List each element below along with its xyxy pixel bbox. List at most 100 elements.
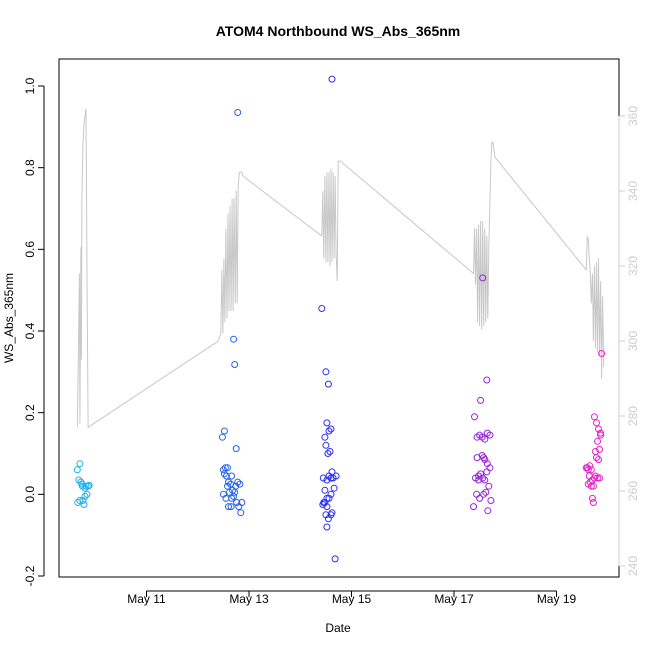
- data-point: [325, 494, 333, 502]
- secondary-y-tick-label: 340: [626, 181, 640, 201]
- y-tick-label: 0.2: [23, 404, 37, 421]
- data-point: [220, 470, 228, 478]
- data-point: [321, 433, 329, 441]
- x-tick-label: May 13: [229, 592, 269, 606]
- data-point: [323, 523, 331, 531]
- data-point: [588, 494, 596, 502]
- data-point: [323, 419, 331, 427]
- y-tick-label: 0.4: [23, 322, 37, 339]
- data-point: [73, 466, 81, 474]
- data-point: [224, 464, 231, 472]
- data-point: [483, 468, 491, 476]
- secondary-line-layer: [76, 108, 605, 429]
- secondary-y-tick-label: 320: [626, 256, 640, 276]
- data-point: [322, 368, 330, 376]
- data-point: [326, 448, 334, 455]
- data-point: [228, 472, 236, 480]
- secondary-series-line: [76, 108, 605, 429]
- data-point: [597, 431, 605, 439]
- data-point: [475, 476, 483, 484]
- data-point: [470, 503, 477, 511]
- data-point: [81, 492, 89, 500]
- data-point: [76, 497, 84, 504]
- data-point: [486, 431, 494, 439]
- data-point: [321, 486, 329, 494]
- secondary-y-tick-label: 300: [626, 331, 640, 351]
- data-point: [318, 305, 326, 312]
- data-point: [238, 499, 246, 506]
- data-point: [479, 474, 487, 482]
- data-point: [477, 396, 485, 404]
- data-point: [598, 350, 606, 357]
- x-axis: May 11 May 13 May 15 May 17 May 19: [127, 590, 577, 606]
- data-point: [80, 501, 88, 508]
- data-point: [227, 503, 235, 511]
- secondary-y-tick-label: 240: [626, 556, 640, 576]
- y-axis-label: WS_Abs_365nm: [2, 273, 16, 363]
- data-point: [325, 427, 333, 435]
- data-point: [481, 435, 489, 443]
- y-tick-label: 1.0: [23, 77, 37, 94]
- data-point: [324, 380, 332, 388]
- x-tick-label: May 19: [537, 592, 577, 606]
- y-axis: -0.2 0.0 0.2 0.4 0.6 0.8 1.0: [23, 77, 45, 586]
- data-point: [587, 482, 595, 490]
- data-point: [594, 474, 601, 482]
- data-point: [237, 509, 245, 517]
- x-tick-label: May 17: [434, 592, 474, 606]
- data-point: [331, 555, 339, 563]
- x-tick-label: May 11: [127, 592, 166, 606]
- data-point: [223, 472, 230, 480]
- data-point: [231, 361, 239, 368]
- points-layer: [73, 75, 606, 563]
- data-point: [218, 433, 226, 441]
- data-point: [222, 494, 230, 502]
- data-point: [480, 490, 488, 498]
- data-point: [236, 480, 244, 488]
- data-point: [589, 482, 597, 490]
- y-tick-label: -0.2: [23, 565, 37, 586]
- data-point: [225, 478, 232, 486]
- data-point: [327, 490, 335, 498]
- data-point: [330, 484, 338, 492]
- data-point: [597, 429, 605, 437]
- data-point: [484, 507, 492, 515]
- data-point: [83, 490, 91, 498]
- data-point: [76, 460, 84, 468]
- secondary-y-axis: 240 260 280 300 320 340 360: [618, 106, 640, 576]
- data-point: [483, 376, 491, 384]
- data-point: [594, 437, 601, 445]
- data-point: [589, 499, 597, 506]
- data-point: [234, 109, 242, 116]
- data-point: [323, 476, 331, 484]
- x-axis-label: Date: [325, 621, 351, 635]
- data-point: [595, 456, 602, 464]
- data-point: [327, 425, 335, 433]
- data-point: [479, 274, 487, 282]
- data-point: [475, 472, 483, 480]
- data-point: [234, 478, 242, 486]
- data-point: [322, 441, 330, 449]
- data-point: [590, 413, 598, 421]
- data-point: [230, 492, 238, 500]
- data-point: [480, 454, 488, 462]
- secondary-y-tick-label: 260: [626, 481, 640, 501]
- data-point: [85, 481, 93, 489]
- data-point: [324, 450, 332, 457]
- data-point: [328, 509, 336, 517]
- data-point: [79, 497, 87, 504]
- data-point: [220, 427, 228, 435]
- data-point: [233, 499, 241, 506]
- data-point: [596, 445, 603, 453]
- data-point: [487, 497, 495, 504]
- data-point: [328, 75, 336, 83]
- data-point: [596, 474, 603, 482]
- data-point: [595, 425, 602, 433]
- secondary-y-tick-label: 280: [626, 406, 640, 426]
- data-point: [587, 466, 595, 474]
- data-point: [320, 499, 328, 506]
- y-tick-label: 0.6: [23, 241, 37, 258]
